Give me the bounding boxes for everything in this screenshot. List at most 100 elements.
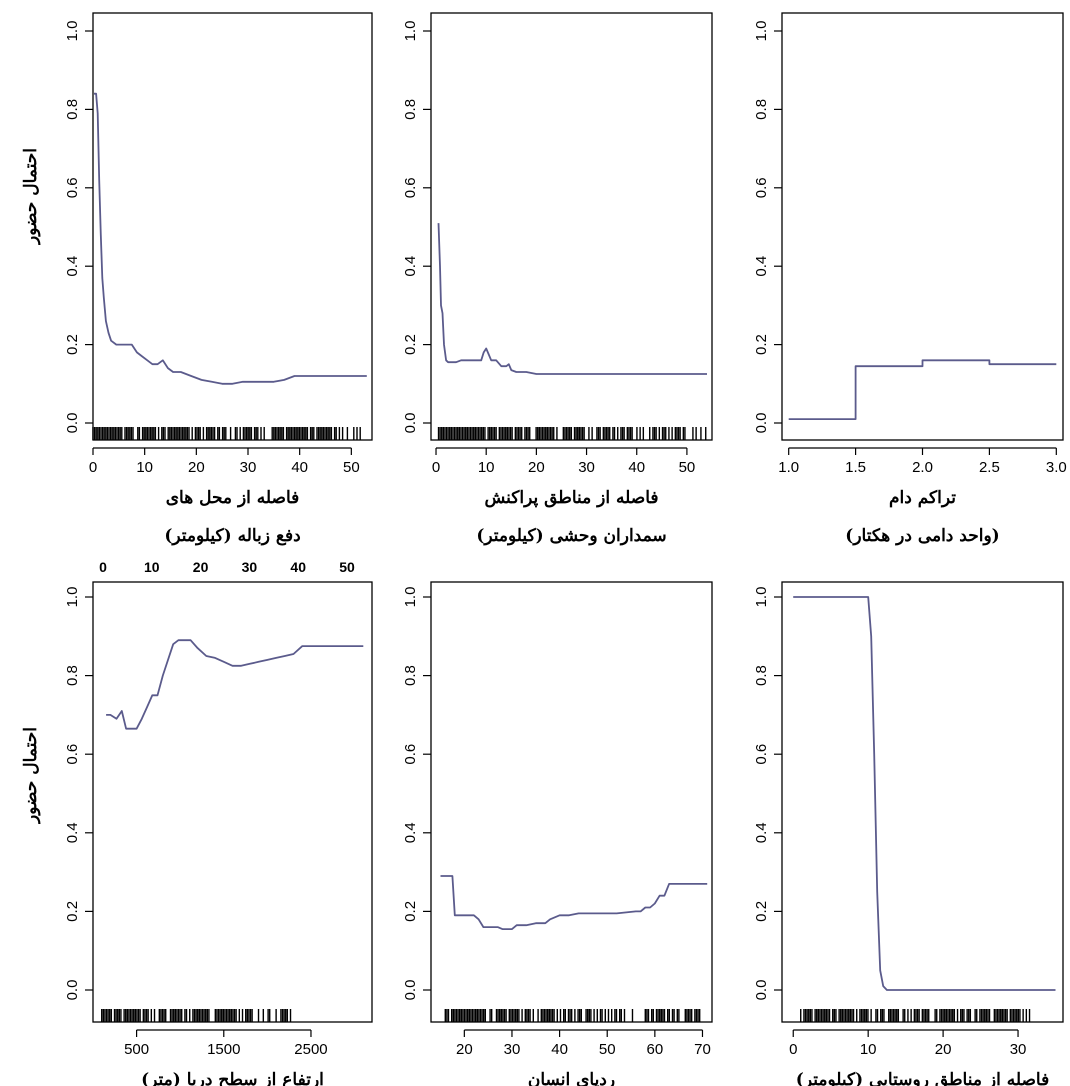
rug-ticks xyxy=(444,1009,701,1022)
x-tick-label: 60 xyxy=(647,1041,664,1058)
y-tick-label: 1.0 xyxy=(753,21,770,42)
rug-ticks xyxy=(800,1009,1031,1022)
x-axis-title: ارتفاع از سطح دریا (متر) xyxy=(141,1070,324,1086)
x-axis-title: فاصله از مناطق روستایی (کیلومتر) xyxy=(796,1070,1049,1086)
x-tick-label: 10 xyxy=(136,459,153,476)
x-tick-label: 20 xyxy=(188,459,205,476)
chart-panel-top-middle: 0.0 0.2 0.4 0.6 0.8 1.0 0 10 20 30 40 50 فاصله از من… xyxy=(402,12,713,546)
y-tick-label: 0.2 xyxy=(753,334,770,355)
y-tick-label: 0.4 xyxy=(753,822,770,843)
x-axis-title: سمداران وحشی (کیلومتر) xyxy=(476,526,666,546)
y-tick-label: 0.4 xyxy=(64,256,81,277)
y-tick-label: 0.8 xyxy=(64,99,81,120)
y-tick-label: 0.0 xyxy=(64,980,81,1001)
plot-frame xyxy=(781,581,1064,1023)
series-line xyxy=(440,875,708,930)
series-line xyxy=(437,223,707,375)
x-tick-label: 40 xyxy=(291,459,308,476)
y-tick-label: 0.2 xyxy=(402,901,419,922)
y-tick-label: 0.6 xyxy=(753,177,770,198)
y-tick-label: 0.8 xyxy=(753,99,770,120)
y-tick-label: 1.0 xyxy=(64,587,81,608)
x-tick-label: 30 xyxy=(240,459,257,476)
plot-frame xyxy=(92,581,373,1023)
top-axis-tick-label: 50 xyxy=(339,559,355,575)
x-tick-label: 0 xyxy=(89,459,97,476)
y-tick-label: 0.8 xyxy=(753,665,770,686)
x-tick-label: 70 xyxy=(694,1041,711,1058)
x-tick-label: 50 xyxy=(679,459,696,476)
x-tick-label: 1.5 xyxy=(845,459,866,476)
x-tick-label: 0 xyxy=(432,459,440,476)
y-tick-label: 1.0 xyxy=(402,587,419,608)
panels-layer: 0.0 0.2 0.4 0.6 0.8 1.0 0 10 20 30 40 50 فاصله از مح… xyxy=(64,12,1067,1086)
y-tick-label: 0.2 xyxy=(753,901,770,922)
y-tick-label: 1.0 xyxy=(402,21,419,42)
y-tick-label: 0.6 xyxy=(402,177,419,198)
x-tick-label: 2.0 xyxy=(912,459,933,476)
y-tick-label: 0.8 xyxy=(64,665,81,686)
y-tick-label: 0.0 xyxy=(753,413,770,434)
chart-panel-top-right: 0.0 0.2 0.4 0.6 0.8 1.0 1.0 1.5 2.0 2.5 3.0 تراکم د… xyxy=(753,12,1067,546)
x-tick-label: 10 xyxy=(478,459,495,476)
top-axis-tick-label: 0 xyxy=(99,559,107,575)
x-tick-label: 500 xyxy=(124,1041,149,1058)
y-tick-label: 0.0 xyxy=(402,413,419,434)
series-line xyxy=(94,92,367,385)
y-tick-label: 0.4 xyxy=(402,822,419,843)
x-tick-label: 20 xyxy=(528,459,545,476)
top-axis-tick-label: 30 xyxy=(242,559,258,575)
y-tick-label: 0.2 xyxy=(64,901,81,922)
y-tick-label: 0.4 xyxy=(402,256,419,277)
x-tick-label: 30 xyxy=(504,1041,521,1058)
y-tick-label: 0.0 xyxy=(753,980,770,1001)
top-axis-tick-label: 40 xyxy=(290,559,306,575)
x-axis-title: دفع زباله (کیلومتر) xyxy=(164,526,300,546)
plot-frame xyxy=(92,12,373,441)
series-line xyxy=(106,639,364,730)
x-tick-label: 50 xyxy=(343,459,360,476)
x-tick-label: 50 xyxy=(599,1041,616,1058)
x-axis-title: فاصله از محل های xyxy=(166,488,300,508)
chart-panel-top-left: 0.0 0.2 0.4 0.6 0.8 1.0 0 10 20 30 40 50 فاصله از مح… xyxy=(64,12,373,546)
x-axis-title: فاصله از مناطق پراکنش xyxy=(484,488,658,508)
y-tick-label: 0.6 xyxy=(64,177,81,198)
y-tick-label: 0.0 xyxy=(64,413,81,434)
y-tick-label: 0.6 xyxy=(753,744,770,765)
x-tick-label: 0 xyxy=(789,1041,797,1058)
x-tick-label: 3.0 xyxy=(1046,459,1067,476)
x-tick-label: 20 xyxy=(456,1041,473,1058)
plot-frame xyxy=(430,12,713,441)
y-tick-label: 0.8 xyxy=(402,99,419,120)
top-axis-tick-label: 10 xyxy=(144,559,160,575)
x-axis-title: (واحد دامی در هکتار) xyxy=(845,526,999,546)
rug-ticks xyxy=(101,1009,292,1022)
y-tick-label: 0.2 xyxy=(402,334,419,355)
y-tick-label: 0.4 xyxy=(753,256,770,277)
y-axis-label-bottom: احتمال حضور xyxy=(21,727,41,825)
y-tick-label: 0.4 xyxy=(64,822,81,843)
x-axis-title: تراکم دام xyxy=(889,488,956,508)
x-tick-label: 2.5 xyxy=(979,459,1000,476)
chart-panel-bottom-middle: 0.0 0.2 0.4 0.6 0.8 1.0 20 30 40 50 60 70 ردپای انسا… xyxy=(402,581,713,1086)
x-tick-label: 1.0 xyxy=(778,459,799,476)
x-tick-label: 10 xyxy=(860,1041,877,1058)
x-tick-label: 20 xyxy=(935,1041,952,1058)
series-line xyxy=(793,596,1056,991)
plot-frame xyxy=(781,12,1064,441)
x-tick-label: 2500 xyxy=(294,1041,327,1058)
rug-ticks xyxy=(92,427,361,440)
y-tick-label: 0.6 xyxy=(64,744,81,765)
x-tick-label: 40 xyxy=(628,459,645,476)
y-tick-label: 0.8 xyxy=(402,665,419,686)
chart-panel-bottom-right: 0.0 0.2 0.4 0.6 0.8 1.0 0 10 20 30 فاصله از مناطق … xyxy=(753,581,1064,1086)
y-tick-label: 0.0 xyxy=(402,980,419,1001)
y-axis-label-top: احتمال حضور xyxy=(21,148,41,246)
series-line xyxy=(788,359,1057,421)
y-tick-label: 0.6 xyxy=(402,744,419,765)
y-tick-label: 1.0 xyxy=(753,587,770,608)
plot-frame xyxy=(430,581,713,1023)
top-axis-tick-label: 20 xyxy=(193,559,209,575)
